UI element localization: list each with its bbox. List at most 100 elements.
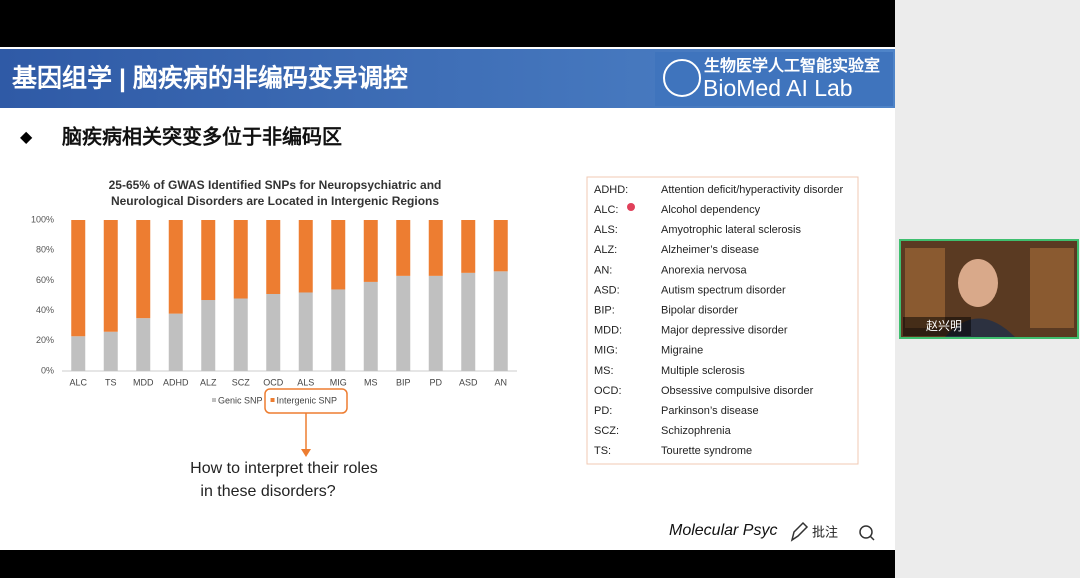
bar-segment [331, 289, 346, 371]
bottom-bar [0, 550, 895, 578]
y-tick-label: 0% [41, 365, 54, 375]
participant-name: 赵兴明 [926, 319, 962, 333]
name-tag [903, 317, 971, 336]
bar-segment [168, 313, 183, 371]
citation: Molecular Psyc [669, 522, 777, 539]
logo-en: BioMed AI Lab [703, 75, 853, 101]
abbr-name: Alzheimer’s disease [661, 244, 759, 256]
bar-segment [363, 281, 378, 371]
bar-segment [233, 298, 248, 371]
y-tick-label: 40% [36, 305, 54, 315]
abbr: PD: [594, 405, 612, 417]
annotation: in these disorders? [200, 483, 335, 500]
abbr-name: Alcohol dependency [661, 204, 761, 216]
abbr-name: Parkinson’s disease [661, 405, 759, 417]
abbreviation-list: ADHD: Attention deficit/hyperactivity dis… [594, 184, 844, 457]
bookshelf [1030, 248, 1074, 328]
abbr-name: Bipolar disorder [661, 305, 738, 317]
abbr: OCD: [594, 385, 622, 397]
bullet-text: 脑疾病相关突变多位于非编码区 [62, 124, 342, 148]
y-tick-label: 100% [31, 214, 54, 224]
abbr: ALS: [594, 224, 618, 236]
legend-label: Intergenic SNP [277, 395, 338, 405]
bar-segment [136, 318, 151, 371]
x-tick-label: OCD [263, 377, 284, 387]
zoom-handle [869, 535, 875, 541]
bar-segment [331, 220, 346, 290]
chart: 0% 20% 40% 60% 80% 100% ALC TS MDD ADHD ALZ SCZ OCD A… [31, 214, 517, 405]
bar-segment [168, 220, 183, 314]
bar-segment [298, 292, 313, 371]
abbr: SCZ: [594, 425, 619, 437]
legend-swatch [212, 398, 216, 402]
bar-segment [233, 220, 248, 299]
bar-segment [71, 336, 86, 371]
bookshelf [905, 248, 945, 328]
abbr: AN: [594, 264, 612, 276]
pen-icon [790, 521, 809, 542]
x-tick-label: ALZ [200, 377, 217, 387]
x-tick-label: MIG [330, 377, 347, 387]
logo-cn: 生物医学人工智能实验室 [704, 56, 880, 75]
x-tick-label: MDD [133, 377, 154, 387]
bar-segment [363, 220, 378, 282]
x-tick-label: MS [364, 377, 378, 387]
bar-segment [298, 220, 313, 293]
x-tick-label: ALC [69, 377, 87, 387]
x-tick-label: ASD [459, 377, 478, 387]
bar-segment [103, 220, 118, 332]
bar-segment [428, 275, 443, 371]
x-tick-label: TS [105, 377, 117, 387]
zoom-button[interactable] [859, 525, 873, 539]
annotation: How to interpret their roles [190, 460, 378, 477]
bar-segment [461, 220, 476, 273]
legend-label: Genic SNP [218, 395, 263, 405]
bullet-icon: ◆ [20, 129, 33, 146]
x-tick-label: AN [494, 377, 507, 387]
abbr: ADHD: [594, 184, 628, 196]
bar-segment [201, 220, 216, 301]
y-tick-label: 80% [36, 245, 54, 255]
legend-swatch [270, 398, 275, 402]
chart-title: 25-65% of GWAS Identified SNPs for Neuro… [109, 178, 442, 192]
abbr: TS: [594, 445, 611, 457]
abbr-name: Migraine [661, 345, 703, 357]
logo-box [655, 52, 893, 106]
face [958, 259, 998, 307]
annotate-button[interactable] [782, 518, 850, 548]
slide-title: 基因组学 | 脑疾病的非编码变异调控 [12, 64, 408, 93]
abbr: MIG: [594, 345, 618, 357]
abbr: ALZ: [594, 244, 617, 256]
abbr-name: Obsessive compulsive disorder [661, 385, 814, 397]
bar-segment [201, 300, 216, 371]
bar-segment [493, 271, 508, 371]
x-tick-label: PD [429, 377, 442, 387]
x-tick-label: SCZ [232, 377, 251, 387]
bar-segment [461, 272, 476, 371]
bar-segment [396, 275, 411, 371]
logo-icon [663, 59, 701, 97]
bar-segment [71, 220, 86, 337]
bar-segment [136, 220, 151, 319]
abbr: BIP: [594, 305, 615, 317]
x-tick-label: ADHD [163, 377, 189, 387]
abbr-name: Attention deficit/hyperactivity disorder [661, 184, 844, 196]
x-tick-label: ALS [297, 377, 314, 387]
pointer-dot [627, 203, 635, 211]
abbr: MDD: [594, 325, 622, 337]
x-tick-label: BIP [396, 377, 411, 387]
bar-segment [103, 331, 118, 371]
chart-title: Neurological Disorders are Located in In… [111, 194, 439, 208]
y-tick-label: 20% [36, 335, 54, 345]
abbr-name: Autism spectrum disorder [661, 284, 786, 296]
bar-segment [266, 293, 281, 371]
bar-segment [266, 220, 281, 294]
abbr-name: Schizophrenia [661, 425, 732, 437]
bar-segment [396, 220, 411, 276]
arrow-head [301, 449, 311, 457]
bar-segment [493, 220, 508, 272]
abbr-name: Tourette syndrome [661, 445, 752, 457]
abbr-name: Multiple sclerosis [661, 365, 745, 377]
